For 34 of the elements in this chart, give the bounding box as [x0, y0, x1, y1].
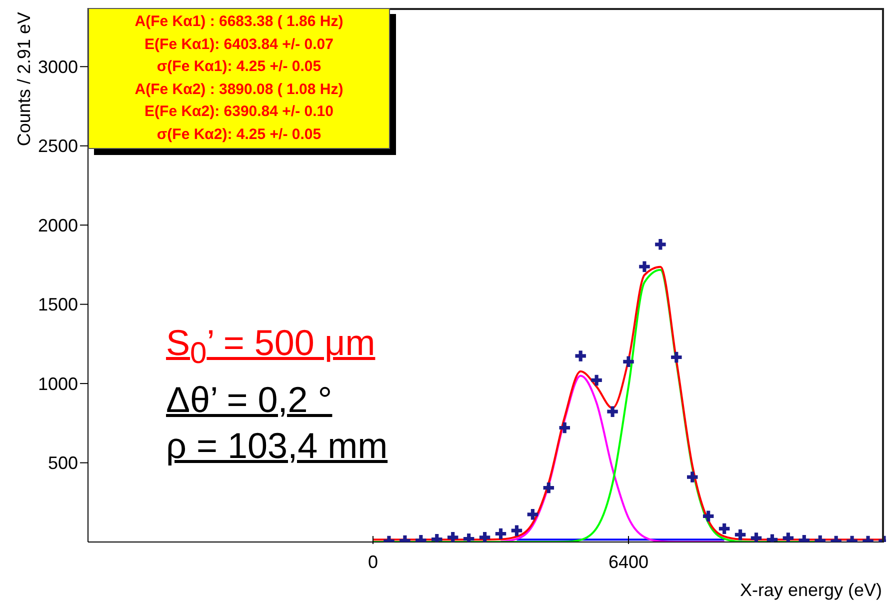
line-series — [500, 374, 726, 542]
point — [447, 532, 458, 542]
y-tick-label: 2500 — [38, 136, 78, 156]
point — [655, 239, 666, 250]
point — [687, 472, 698, 482]
point — [671, 352, 682, 363]
point — [750, 532, 762, 542]
point — [718, 523, 730, 534]
point — [575, 350, 586, 362]
annotation: S$_{0}$’ = 500 μm — [166, 321, 376, 372]
point — [639, 261, 650, 272]
annotation: ρ = 103,4 mm — [166, 424, 388, 468]
x-axis-title: X-ray energy (eV) — [740, 580, 882, 600]
point — [623, 356, 634, 368]
point — [782, 532, 794, 542]
point — [527, 509, 538, 520]
point — [559, 422, 570, 434]
point — [495, 528, 506, 540]
point — [479, 532, 490, 542]
point — [591, 374, 602, 386]
text: Δθ’ = 0,2 ° — [166, 378, 334, 422]
point — [511, 525, 522, 536]
y-tick-label: 1000 — [38, 374, 78, 394]
point — [607, 406, 618, 417]
y-tick-label: 1500 — [38, 294, 78, 315]
y-tick-label: 2000 — [38, 215, 78, 236]
point — [702, 510, 714, 522]
y-tick-label: 500 — [48, 453, 78, 474]
point — [734, 529, 746, 540]
y-tick-label: 3000 — [38, 57, 78, 78]
x-tick-label: 6400 — [608, 552, 649, 572]
x-tick-label: 0 — [368, 552, 378, 572]
point — [543, 482, 554, 494]
y-axis-title: Counts / 2.91 eV — [14, 12, 34, 146]
